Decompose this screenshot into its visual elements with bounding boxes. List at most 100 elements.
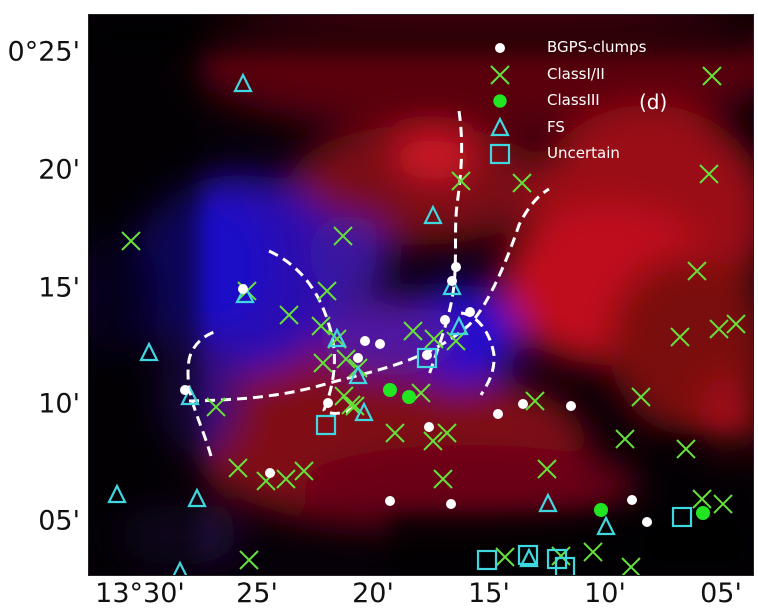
filament-curve xyxy=(460,311,496,396)
marker-x xyxy=(621,557,641,575)
marker-dot xyxy=(385,496,395,506)
marker-square xyxy=(554,556,576,575)
y-tick-label: 15' xyxy=(38,272,80,304)
marker-triangle xyxy=(235,283,255,304)
markers-overlay xyxy=(107,66,746,575)
marker-dot xyxy=(238,284,248,294)
marker-dot xyxy=(353,353,363,363)
composite-image-background xyxy=(89,15,753,575)
marker-x xyxy=(433,469,453,489)
square-icon xyxy=(489,143,511,165)
marker-triangle xyxy=(107,483,127,504)
marker-x xyxy=(726,314,746,334)
marker-triangle xyxy=(449,315,469,336)
marker-x xyxy=(583,542,603,562)
x-tick-label: 15' xyxy=(468,578,510,609)
filament-skeletons xyxy=(186,110,550,457)
legend-label: ClassI/II xyxy=(547,64,605,83)
marker-x xyxy=(670,327,690,347)
marker-x xyxy=(336,349,356,369)
y-tick-label: 0°25' xyxy=(7,36,80,68)
marker-dot xyxy=(627,495,637,505)
marker-dot xyxy=(440,315,450,325)
marker-filled-circle xyxy=(594,503,608,517)
marker-dot xyxy=(265,468,275,478)
filament-curve xyxy=(188,187,550,403)
marker-x xyxy=(676,439,696,459)
x-tick-label: 13°30' xyxy=(95,578,185,609)
marker-x xyxy=(239,550,259,570)
marker-triangle xyxy=(348,364,368,385)
marker-triangle xyxy=(538,492,558,513)
marker-x xyxy=(341,395,361,415)
marker-dot xyxy=(424,422,434,432)
marker-x xyxy=(437,423,457,443)
marker-x xyxy=(702,66,722,86)
marker-triangle xyxy=(423,204,443,225)
marker-layer xyxy=(107,66,746,575)
marker-x xyxy=(423,431,443,451)
series-fs xyxy=(107,72,616,575)
marker-square xyxy=(517,544,539,566)
marker-x xyxy=(294,461,314,481)
marker-x xyxy=(537,459,557,479)
marker-triangle xyxy=(354,401,374,422)
marker-dot xyxy=(180,385,190,395)
series-classiii xyxy=(383,383,710,520)
marker-triangle xyxy=(327,327,347,348)
filament-curve xyxy=(427,110,464,376)
marker-x xyxy=(276,469,296,489)
series-classi-ii xyxy=(121,66,746,575)
marker-x xyxy=(495,547,515,567)
marker-x xyxy=(615,429,635,449)
marker-x xyxy=(333,226,353,246)
y-tick-label: 10' xyxy=(38,388,80,420)
legend-label: Uncertain xyxy=(547,144,620,162)
marker-x xyxy=(699,164,719,184)
legend-label: FS xyxy=(547,117,565,136)
marker-dot xyxy=(323,398,333,408)
x-tick-label: 05' xyxy=(700,578,742,609)
triangle-icon xyxy=(490,116,510,136)
filament-curve xyxy=(268,249,355,415)
marker-dot xyxy=(465,307,475,317)
marker-x xyxy=(317,281,337,301)
marker-x xyxy=(692,489,712,509)
x-tick-label: 20' xyxy=(352,578,394,609)
marker-filled-circle xyxy=(383,383,397,397)
marker-x xyxy=(709,319,729,339)
marker-x xyxy=(512,173,532,193)
marker-dot xyxy=(447,276,457,286)
marker-x xyxy=(279,305,299,325)
marker-filled-circle xyxy=(402,390,416,404)
marker-x xyxy=(403,321,423,341)
marker-triangle xyxy=(139,341,159,362)
marker-square xyxy=(416,347,438,369)
plot-area: BGPS-clumps ClassI/II ClassIII FS Uncertain … xyxy=(88,14,754,576)
marker-dot xyxy=(493,409,503,419)
marker-triangle xyxy=(596,515,616,536)
marker-square xyxy=(315,414,337,436)
marker-filled-circle xyxy=(696,506,710,520)
marker-x xyxy=(687,261,707,281)
marker-dot xyxy=(422,350,432,360)
marker-x xyxy=(206,397,226,417)
marker-dot xyxy=(566,401,576,411)
marker-x xyxy=(313,353,333,373)
marker-x xyxy=(228,458,248,478)
marker-x xyxy=(451,171,471,191)
x-tick-label: 25' xyxy=(236,578,278,609)
filled-circle-icon xyxy=(493,94,507,108)
marker-x xyxy=(424,329,444,349)
marker-dot xyxy=(360,336,370,346)
series-uncertain xyxy=(315,347,693,575)
y-tick-label: 05' xyxy=(38,505,80,537)
legend-label: ClassIII xyxy=(547,91,600,109)
marker-x xyxy=(713,494,733,514)
x-tick-label: 10' xyxy=(584,578,626,609)
series-bgps-clumps xyxy=(180,262,652,527)
dot-icon xyxy=(495,43,505,53)
marker-x xyxy=(631,387,651,407)
marker-triangle xyxy=(233,72,253,93)
